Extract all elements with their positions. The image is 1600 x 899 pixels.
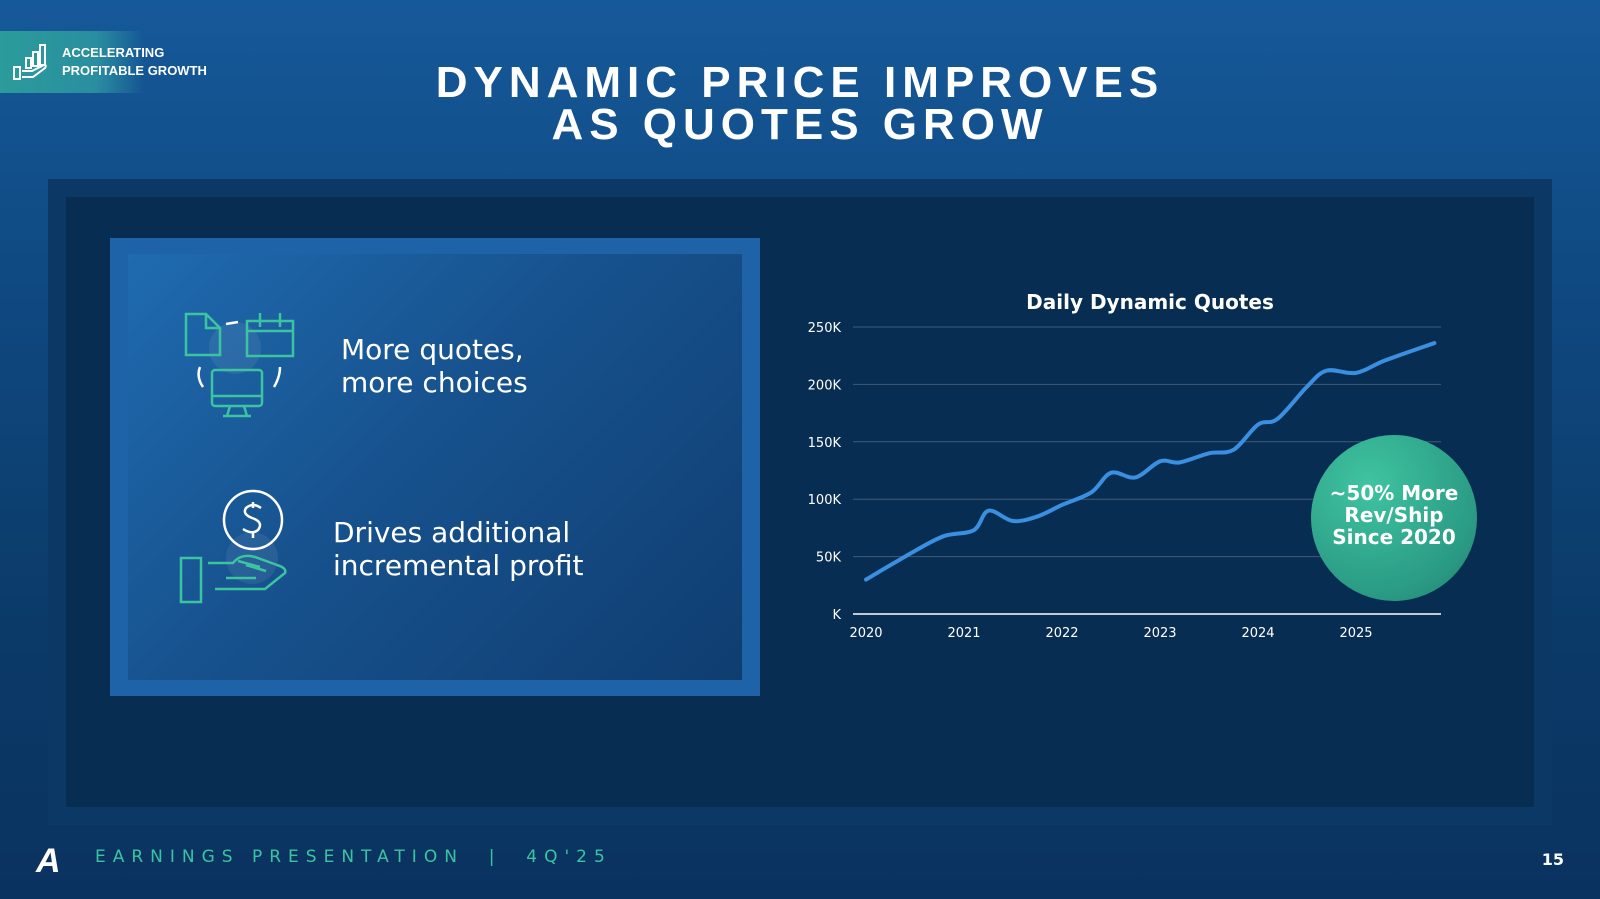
y-tick-label: 100K: [808, 493, 842, 508]
callout-line: Rev/Ship: [1344, 503, 1444, 527]
benefit-line: incremental profit: [333, 549, 584, 582]
benefit-item-profit: Drives additional incremental profit: [333, 516, 584, 582]
badge-line2: PROFITABLE GROWTH: [62, 63, 207, 78]
growth-hand-icon: [13, 44, 47, 80]
page-number: 15: [1541, 850, 1564, 869]
benefit-item-quotes: More quotes, more choices: [341, 333, 528, 399]
callout-line: ~50% More: [1329, 481, 1459, 505]
title-line1: DYNAMIC PRICE IMPROVES: [435, 58, 1165, 107]
benefit-line: More quotes,: [341, 333, 524, 366]
benefits-card-inner: [128, 254, 742, 680]
x-tick-label: 2021: [947, 626, 980, 641]
x-tick-label: 2020: [849, 626, 882, 641]
y-tick-label: 150K: [808, 436, 842, 451]
y-tick-label: K: [832, 608, 841, 623]
section-badge: ACCELERATING PROFITABLE GROWTH: [0, 31, 240, 93]
y-tick-label: 200K: [808, 378, 842, 393]
callout-bubble: ~50% More Rev/Ship Since 2020: [1311, 435, 1477, 601]
title-line2: AS QUOTES GROW: [551, 100, 1049, 149]
benefit-line: more choices: [341, 366, 528, 399]
benefit-line: Drives additional: [333, 516, 571, 549]
chart-title: Daily Dynamic Quotes: [1026, 290, 1274, 314]
callout-line: Since 2020: [1332, 525, 1456, 549]
quotes-devices-icon: [184, 312, 295, 418]
company-logo: A: [36, 842, 61, 880]
x-tick-label: 2023: [1143, 626, 1176, 641]
page-title: DYNAMIC PRICE IMPROVES AS QUOTES GROW: [0, 58, 1600, 149]
x-tick-label: 2024: [1241, 626, 1274, 641]
x-tick-label: 2022: [1045, 626, 1078, 641]
x-tick-label: 2025: [1339, 626, 1372, 641]
badge-line1: ACCELERATING: [62, 45, 165, 60]
money-hand-icon: [179, 489, 287, 604]
y-tick-label: 250K: [808, 321, 842, 336]
footer-label: EARNINGS PRESENTATION | 4Q'25: [95, 847, 612, 867]
y-tick-label: 50K: [816, 551, 842, 566]
series-line: [864, 341, 1437, 582]
